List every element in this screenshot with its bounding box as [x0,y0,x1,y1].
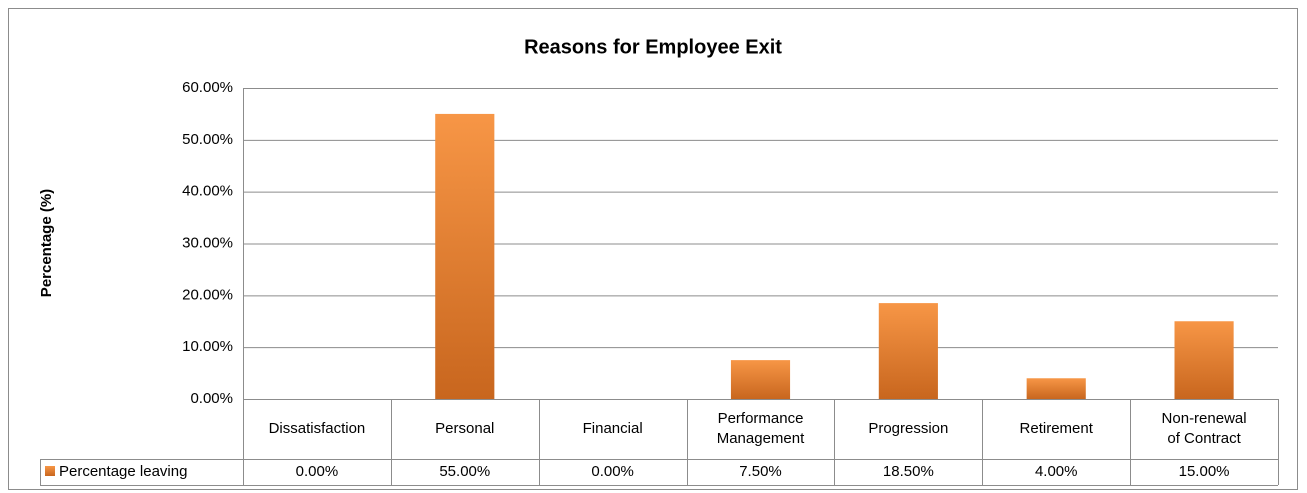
data-table-value: 18.50% [883,463,934,480]
data-table-value: 0.00% [296,463,339,480]
y-tick-label: 50.00% [182,131,233,148]
data-table-value: 15.00% [1179,463,1230,480]
bar [1174,321,1234,399]
bar [730,360,791,399]
legend-swatch [45,466,55,476]
legend-label: Percentage leaving [59,463,187,480]
y-tick-label: 30.00% [182,234,233,251]
y-axis-label: Percentage (%) [38,189,55,297]
data-table-value: 4.00% [1035,463,1078,480]
y-tick-label: 40.00% [182,183,233,200]
x-tick-label-line: Non-renewal [1162,410,1247,427]
y-tick-label: 10.00% [182,338,233,355]
x-tick-label: Performance Management [717,410,805,447]
bar [878,303,938,399]
chart-title: Reasons for Employee Exit [524,36,782,58]
data-table-value: 55.00% [439,463,490,480]
x-tick-label-line: Management [717,430,805,447]
x-tick-label: Financial [583,420,643,437]
y-tick-label: 60.00% [182,79,233,96]
data-table-value: 0.00% [591,463,634,480]
x-tick-label: Progression [868,420,948,437]
data-table-value: 7.50% [739,463,782,480]
y-tick-label: 0.00% [190,390,233,407]
x-tick-label: Personal [435,420,494,437]
x-tick-label-line: Performance [718,410,804,427]
x-tick-label: Non-renewal of Contract [1162,410,1247,447]
x-tick-label: Dissatisfaction [269,420,366,437]
y-tick-label: 20.00% [182,286,233,303]
bar [435,113,495,400]
x-tick-label-line: of Contract [1167,430,1241,447]
x-tick-label: Retirement [1020,420,1094,437]
bar [1026,378,1086,399]
